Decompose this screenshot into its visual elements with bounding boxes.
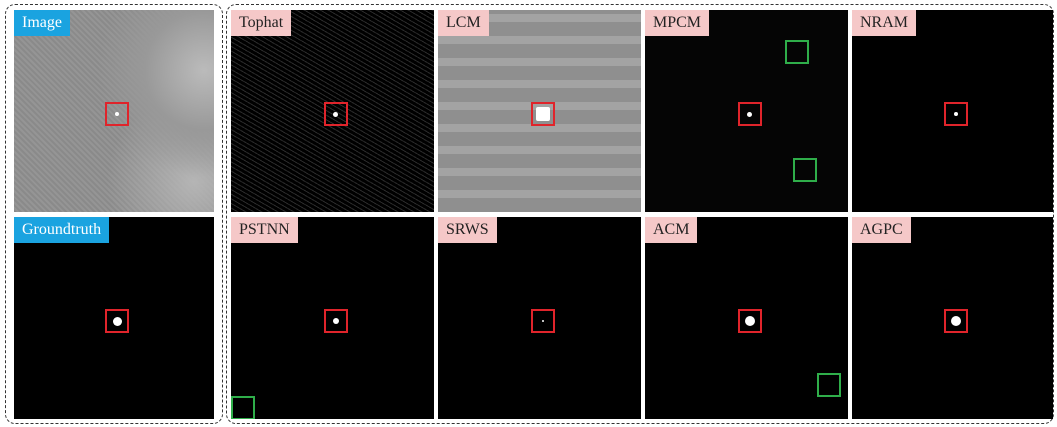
image-panel: Tophat	[231, 10, 434, 212]
target-box	[105, 102, 129, 126]
panel-label: ACM	[645, 217, 697, 243]
panel-label: PSTNN	[231, 217, 298, 243]
image-panel: PSTNN	[231, 217, 434, 419]
panel-label: Image	[14, 10, 70, 36]
target-box	[738, 309, 762, 333]
panel-label: MPCM	[645, 10, 709, 36]
panel-label: Groundtruth	[14, 217, 109, 243]
false-alarm-box	[817, 373, 841, 397]
image-panel: MPCM	[645, 10, 848, 212]
target-box	[531, 102, 555, 126]
target-box	[105, 309, 129, 333]
image-panel: Groundtruth	[14, 217, 214, 419]
target-box	[324, 102, 348, 126]
image-panel: SRWS	[438, 217, 641, 419]
false-alarm-box	[231, 396, 255, 419]
panel-label: AGPC	[852, 217, 911, 243]
target-box	[944, 102, 968, 126]
false-alarm-box	[785, 40, 809, 64]
panel-label: NRAM	[852, 10, 916, 36]
false-alarm-box	[793, 158, 817, 182]
image-panel: NRAM	[852, 10, 1053, 212]
target-box	[738, 102, 762, 126]
image-panel: ACM	[645, 217, 848, 419]
image-panel: Image	[14, 10, 214, 212]
panel-label: LCM	[438, 10, 489, 36]
image-panel: LCM	[438, 10, 641, 212]
panel-label: Tophat	[231, 10, 291, 36]
target-box	[944, 309, 968, 333]
panel-label: SRWS	[438, 217, 497, 243]
image-panel: AGPC	[852, 217, 1053, 419]
target-box	[531, 309, 555, 333]
target-box	[324, 309, 348, 333]
figure: Image Groundtruth Tophat LCM MPCM NRAM PSTNN SR…	[0, 0, 1057, 427]
